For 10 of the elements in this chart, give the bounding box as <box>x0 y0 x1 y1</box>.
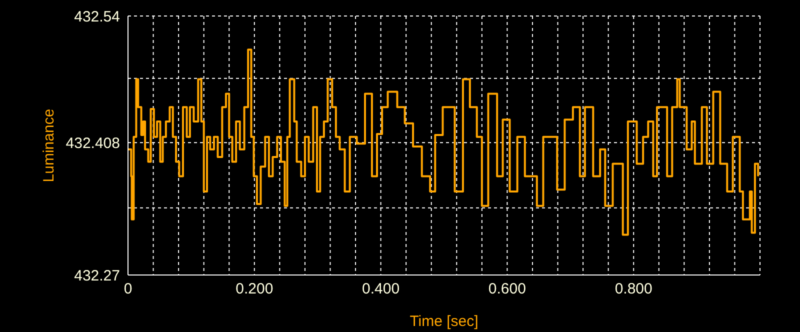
y-axis-title: Luminance <box>40 108 58 182</box>
x-tick-label: 0.600 <box>488 280 526 298</box>
x-axis-title: Time [sec] <box>410 313 478 330</box>
x-tick-label: 0.400 <box>362 280 400 298</box>
x-tick-label: 0 <box>124 280 132 298</box>
x-tick-label: 0.800 <box>614 280 652 298</box>
y-tick-label: 432.408 <box>66 134 120 152</box>
y-tick-label: 432.54 <box>74 8 120 26</box>
y-tick-label: 432.27 <box>74 267 120 284</box>
x-tick-label: 0.200 <box>236 280 274 298</box>
